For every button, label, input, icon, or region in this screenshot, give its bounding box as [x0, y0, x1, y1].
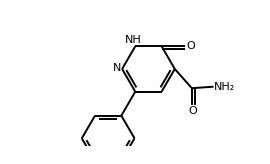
Text: O: O [186, 41, 195, 51]
Text: NH₂: NH₂ [214, 82, 235, 92]
Text: O: O [188, 106, 197, 116]
Text: NH: NH [125, 35, 142, 45]
Text: N: N [113, 63, 121, 73]
